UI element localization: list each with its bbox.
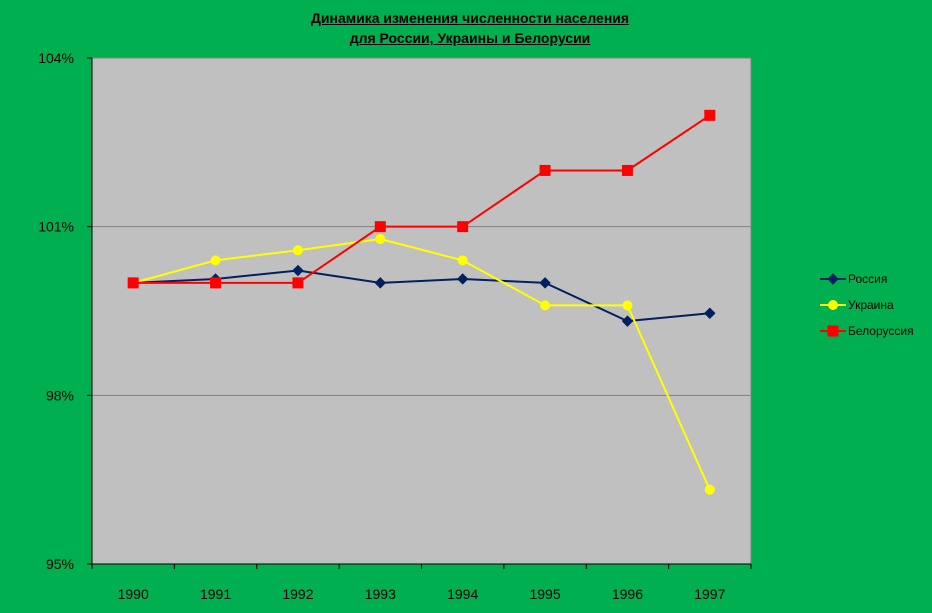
y-tick-label: 104%	[38, 50, 74, 66]
x-tick-label: 1992	[282, 586, 313, 602]
data-point	[374, 221, 386, 233]
legend-marker	[827, 325, 839, 337]
data-point	[210, 277, 222, 289]
data-point	[292, 277, 304, 289]
series-line-1	[133, 269, 710, 323]
data-point	[539, 277, 551, 289]
y-tick-label: 95%	[46, 556, 74, 572]
data-point	[292, 264, 304, 277]
data-point	[704, 109, 716, 121]
legend: Россия Украина Белоруссия	[820, 272, 914, 338]
data-point	[704, 484, 715, 495]
legend-marker	[827, 273, 839, 285]
data-point	[621, 164, 633, 176]
data-point	[210, 255, 221, 266]
data-point	[127, 277, 139, 289]
legend-marker	[828, 300, 838, 310]
legend-label: Россия	[848, 272, 887, 286]
data-point	[622, 300, 633, 311]
data-point	[456, 273, 469, 285]
data-point	[540, 300, 551, 311]
data-point	[292, 245, 303, 256]
data-point	[621, 315, 634, 327]
data-point	[457, 255, 468, 266]
plot-area	[91, 57, 752, 565]
data-point	[704, 307, 716, 319]
x-tick-label: 1997	[694, 586, 725, 602]
axes: 95% 98% 101% 104% 1990 1991 1992 1993 1994 1995 19…	[38, 50, 752, 602]
chart-title-line-1: Динамика изменения численности населения	[310, 10, 630, 26]
y-tick-label: 101%	[38, 219, 74, 235]
x-tick-label: 1996	[612, 586, 643, 602]
x-tick-label: 1990	[118, 586, 149, 602]
x-tick-label: 1994	[447, 586, 478, 602]
y-tick-label: 98%	[46, 387, 74, 403]
legend-label: Белоруссия	[848, 324, 914, 338]
data-point	[457, 221, 469, 233]
x-tick-label: 1991	[200, 586, 231, 602]
series-line-2	[132, 238, 711, 491]
x-tick-label: 1993	[365, 586, 396, 602]
data-point	[374, 277, 387, 289]
data-point	[539, 164, 551, 176]
chart-title-line-2: для России, Украины и Белорусии	[349, 30, 591, 46]
data-point	[375, 234, 386, 245]
chart-title: Динамика изменения численности населения…	[200, 8, 740, 48]
series-line-3	[133, 114, 711, 284]
legend-label: Украина	[848, 298, 894, 312]
series-layer	[127, 109, 716, 495]
x-tick-label: 1995	[529, 586, 560, 602]
